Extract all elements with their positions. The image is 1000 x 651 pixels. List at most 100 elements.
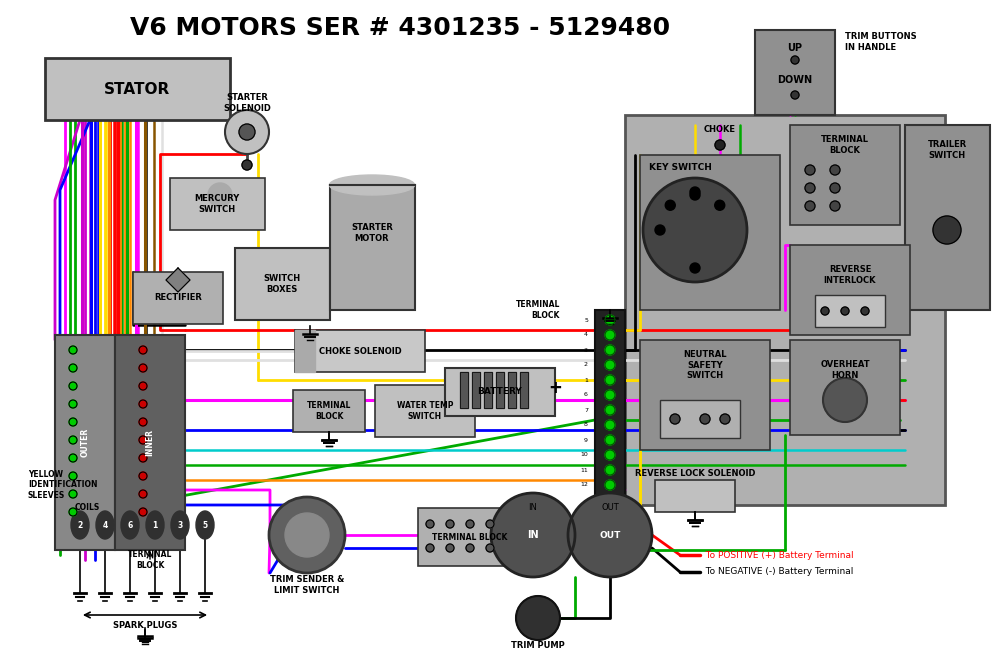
Circle shape [139, 436, 147, 444]
Text: NEUTRAL
SAFETY
SWITCH: NEUTRAL SAFETY SWITCH [683, 350, 727, 380]
FancyBboxPatch shape [655, 480, 735, 512]
FancyBboxPatch shape [330, 185, 415, 310]
Text: 11: 11 [580, 467, 588, 473]
Polygon shape [166, 268, 190, 292]
Circle shape [605, 420, 615, 430]
Ellipse shape [196, 511, 214, 539]
Text: TERMINAL
BLOCK: TERMINAL BLOCK [307, 401, 351, 421]
Text: IN: IN [529, 503, 537, 512]
Text: KEY SWITCH: KEY SWITCH [649, 163, 711, 173]
Text: OUT: OUT [599, 531, 621, 540]
Ellipse shape [146, 511, 164, 539]
Circle shape [605, 465, 615, 475]
Text: REVERSE
INTERLOCK: REVERSE INTERLOCK [824, 266, 876, 284]
Circle shape [643, 178, 747, 282]
Circle shape [791, 91, 799, 99]
Circle shape [715, 201, 725, 210]
Text: TERMINAL
BLOCK: TERMINAL BLOCK [128, 550, 172, 570]
Circle shape [69, 454, 77, 462]
FancyBboxPatch shape [790, 340, 900, 435]
Text: INNER: INNER [146, 428, 154, 456]
FancyBboxPatch shape [640, 155, 780, 310]
Circle shape [655, 225, 665, 235]
Circle shape [605, 480, 615, 490]
Bar [460, 372, 468, 408]
FancyBboxPatch shape [295, 330, 425, 372]
Text: TRAILER
SWITCH: TRAILER SWITCH [927, 141, 967, 159]
Ellipse shape [330, 175, 415, 195]
Circle shape [69, 436, 77, 444]
FancyBboxPatch shape [115, 335, 185, 550]
Circle shape [605, 405, 615, 415]
Circle shape [568, 493, 652, 577]
Circle shape [139, 382, 147, 390]
Text: To POSITIVE (+) Battery Terminal: To POSITIVE (+) Battery Terminal [700, 551, 854, 559]
Bar [472, 372, 480, 408]
Ellipse shape [71, 511, 89, 539]
Circle shape [139, 472, 147, 480]
FancyBboxPatch shape [418, 508, 523, 566]
Text: TERMINAL
BLOCK: TERMINAL BLOCK [821, 135, 869, 155]
Circle shape [605, 375, 615, 385]
Text: TERMINAL BLOCK: TERMINAL BLOCK [432, 533, 508, 542]
Circle shape [139, 400, 147, 408]
Circle shape [69, 418, 77, 426]
Circle shape [269, 497, 345, 573]
Circle shape [466, 520, 474, 528]
Text: 5: 5 [584, 318, 588, 322]
FancyBboxPatch shape [375, 385, 475, 437]
Circle shape [69, 508, 77, 516]
Circle shape [139, 454, 147, 462]
Text: MERCURY
SWITCH: MERCURY SWITCH [194, 194, 240, 214]
Text: RECTIFIER: RECTIFIER [154, 294, 202, 303]
FancyBboxPatch shape [905, 125, 990, 310]
Circle shape [426, 520, 434, 528]
Text: 7: 7 [584, 408, 588, 413]
Circle shape [239, 124, 255, 140]
Circle shape [516, 596, 560, 640]
Circle shape [69, 382, 77, 390]
Circle shape [700, 414, 710, 424]
Text: TRIM BUTTONS
IN HANDLE: TRIM BUTTONS IN HANDLE [845, 33, 917, 51]
Text: STARTER
SOLENOID: STARTER SOLENOID [223, 93, 271, 113]
Bar [508, 372, 516, 408]
Circle shape [720, 414, 730, 424]
Bar [496, 372, 504, 408]
Text: IN: IN [527, 530, 539, 540]
Circle shape [690, 187, 700, 197]
Circle shape [715, 140, 725, 150]
Text: BATTERY: BATTERY [478, 387, 522, 396]
Bar [484, 372, 492, 408]
FancyBboxPatch shape [170, 178, 265, 230]
Text: YELLOW
IDENTIFICATION
SLEEVES: YELLOW IDENTIFICATION SLEEVES [28, 470, 98, 500]
Text: OVERHEAT
HORN: OVERHEAT HORN [820, 360, 870, 380]
Circle shape [139, 346, 147, 354]
Circle shape [446, 520, 454, 528]
Circle shape [805, 183, 815, 193]
FancyBboxPatch shape [595, 310, 625, 530]
FancyBboxPatch shape [755, 30, 835, 115]
Text: 3: 3 [177, 521, 183, 529]
Text: 5: 5 [202, 521, 208, 529]
Text: 4: 4 [102, 521, 108, 529]
Circle shape [791, 56, 799, 64]
Circle shape [285, 513, 329, 557]
Circle shape [491, 493, 575, 577]
Ellipse shape [171, 511, 189, 539]
Text: 4: 4 [584, 333, 588, 337]
Circle shape [861, 307, 869, 315]
Text: TERMINAL
BLOCK: TERMINAL BLOCK [516, 300, 560, 320]
Ellipse shape [121, 511, 139, 539]
Circle shape [486, 544, 494, 552]
Circle shape [466, 544, 474, 552]
Circle shape [605, 390, 615, 400]
Circle shape [690, 190, 700, 200]
Circle shape [605, 360, 615, 370]
Circle shape [690, 263, 700, 273]
Text: 3: 3 [584, 348, 588, 352]
Circle shape [830, 165, 840, 175]
Circle shape [139, 364, 147, 372]
Text: OUTER: OUTER [80, 427, 90, 456]
Text: 6: 6 [127, 521, 133, 529]
Circle shape [933, 216, 961, 244]
